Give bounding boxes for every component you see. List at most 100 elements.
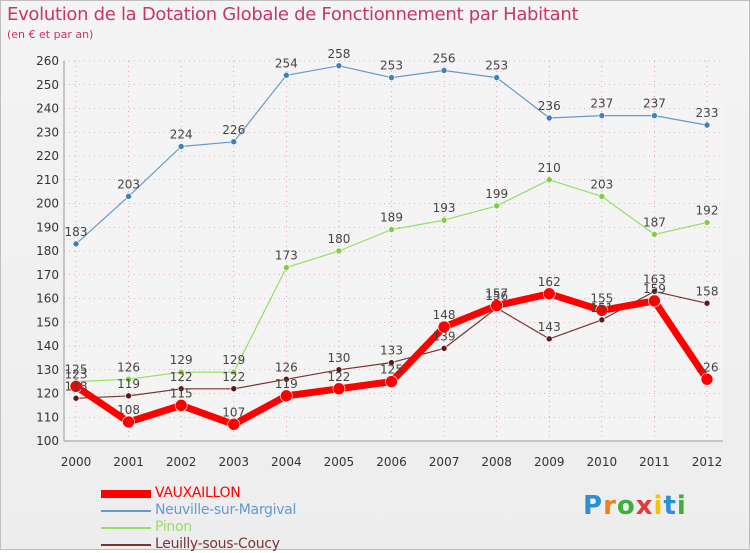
y-tick-label: 160 — [36, 292, 59, 306]
logo-letter: o — [616, 491, 636, 521]
data-point-leuilly — [651, 288, 658, 295]
data-point-vauxaillon — [122, 415, 135, 429]
data-point-vauxaillon — [542, 287, 556, 301]
legend-swatch-leuilly — [101, 544, 151, 546]
logo-letter: P — [583, 491, 604, 521]
legend-label-neuville: Neuville-sur-Margival — [155, 502, 297, 518]
data-label-neuville: 237 — [590, 97, 613, 111]
data-labels: 183 203 224 226 254 258 253 256 253 236 237 237 233 1… — [65, 47, 719, 420]
data-label-leuilly: 156 — [485, 289, 508, 303]
data-point-vauxaillon — [69, 380, 83, 393]
data-point-neuville — [283, 71, 290, 79]
data-point-pinon — [651, 231, 658, 238]
y-tick-label: 190 — [36, 220, 59, 234]
data-point-pinon — [545, 176, 553, 184]
y-tick-label: 240 — [36, 102, 59, 116]
x-tick-label: 2004 — [271, 455, 302, 469]
data-label-neuville: 254 — [275, 56, 298, 70]
y-tick-label: 170 — [36, 268, 59, 282]
data-point-neuville — [598, 112, 606, 119]
y-tick-label: 150 — [36, 315, 59, 329]
axes: 100 110 120 130 140 150 160 170 180 190 200 210 220 2… — [36, 54, 723, 469]
data-label-neuville: 258 — [327, 47, 350, 61]
data-point-vauxaillon — [227, 418, 241, 431]
data-label-leuilly: 122 — [222, 370, 245, 384]
data-point-leuilly — [388, 359, 395, 366]
data-point-pinon — [598, 193, 606, 200]
logo-letter: t — [663, 491, 677, 521]
data-label-neuville: 183 — [65, 225, 88, 239]
legend-label-pinon: Pinon — [155, 519, 192, 535]
data-point-pinon — [493, 202, 500, 210]
data-label-vauxaillon: 125 — [380, 363, 403, 377]
data-label-vauxaillon: 162 — [538, 275, 561, 289]
data-point-neuville — [72, 240, 80, 248]
data-point-pinon — [388, 226, 395, 233]
y-tick-label: 210 — [36, 173, 59, 187]
data-label-leuilly: 118 — [65, 379, 88, 393]
data-point-vauxaillon — [437, 320, 451, 334]
data-label-vauxaillon: 159 — [643, 282, 666, 296]
y-tick-label: 220 — [36, 149, 59, 163]
data-label-leuilly: 139 — [433, 329, 456, 343]
data-point-pinon — [703, 219, 711, 226]
data-label-pinon: 203 — [590, 177, 613, 191]
legend-item-leuilly: Leuilly-sous-Coucy — [99, 536, 359, 553]
data-point-vauxaillon — [648, 294, 661, 308]
logo-letter: x — [635, 491, 654, 521]
data-label-neuville: 226 — [222, 123, 245, 137]
data-point-pinon — [283, 264, 290, 271]
data-label-vauxaillon: 148 — [433, 308, 456, 322]
x-tick-label: 2009 — [534, 455, 565, 469]
data-label-pinon: 189 — [380, 211, 403, 225]
logo-letter: i — [653, 491, 664, 521]
x-tick-label: 2001 — [113, 455, 144, 469]
data-label-vauxaillon: 115 — [170, 386, 193, 400]
series — [69, 62, 714, 431]
x-tick-label: 2005 — [324, 455, 355, 469]
data-label-leuilly: 143 — [538, 320, 561, 334]
data-label-leuilly: 158 — [696, 284, 719, 298]
data-label-leuilly: 133 — [380, 344, 403, 358]
y-tick-label: 230 — [36, 125, 59, 139]
data-label-vauxaillon: 108 — [117, 403, 140, 417]
y-tick-label: 250 — [36, 78, 59, 92]
logo-letter: i — [676, 491, 687, 521]
data-label-vauxaillon: 119 — [275, 377, 298, 391]
chart-subtitle: (en € et par an) — [7, 28, 94, 41]
data-point-leuilly — [72, 394, 80, 402]
data-point-neuville — [335, 62, 343, 70]
data-label-neuville: 253 — [380, 59, 403, 73]
data-label-pinon: 180 — [327, 232, 350, 246]
data-label-leuilly: 119 — [117, 377, 140, 391]
data-label-leuilly: 130 — [327, 351, 350, 365]
y-tick-label: 260 — [36, 54, 59, 68]
data-point-vauxaillon — [332, 382, 346, 396]
data-label-pinon: 129 — [222, 353, 245, 367]
data-label-pinon: 129 — [170, 353, 193, 367]
legend-item-pinon: Pinon — [99, 519, 359, 536]
data-point-pinon — [440, 216, 448, 224]
data-label-vauxaillon: 107 — [222, 405, 245, 419]
legend-swatch-vauxaillon — [101, 490, 151, 498]
data-point-vauxaillon — [490, 299, 503, 312]
data-point-neuville — [230, 138, 238, 146]
legend-swatch-pinon — [101, 527, 151, 529]
x-tick-label: 2012 — [692, 455, 723, 469]
data-label-pinon: 199 — [485, 187, 508, 201]
data-label-vauxaillon: 126 — [696, 360, 719, 374]
x-tick-label: 2010 — [587, 455, 618, 469]
data-label-neuville: 253 — [485, 59, 508, 73]
data-point-neuville — [125, 193, 132, 200]
x-tick-label: 2006 — [376, 455, 407, 469]
legend-swatch-neuville — [101, 510, 151, 512]
data-point-leuilly — [440, 345, 448, 352]
legend: VAUXAILLON Neuville-sur-Margival Pinon L… — [99, 485, 359, 553]
x-tick-label: 2002 — [166, 455, 197, 469]
x-tick-label: 2008 — [481, 455, 512, 469]
data-point-vauxaillon — [385, 375, 398, 388]
x-tick-label: 2011 — [639, 455, 670, 469]
data-label-vauxaillon: 122 — [327, 370, 350, 384]
data-point-leuilly — [703, 299, 711, 307]
y-tick-label: 180 — [36, 244, 59, 258]
